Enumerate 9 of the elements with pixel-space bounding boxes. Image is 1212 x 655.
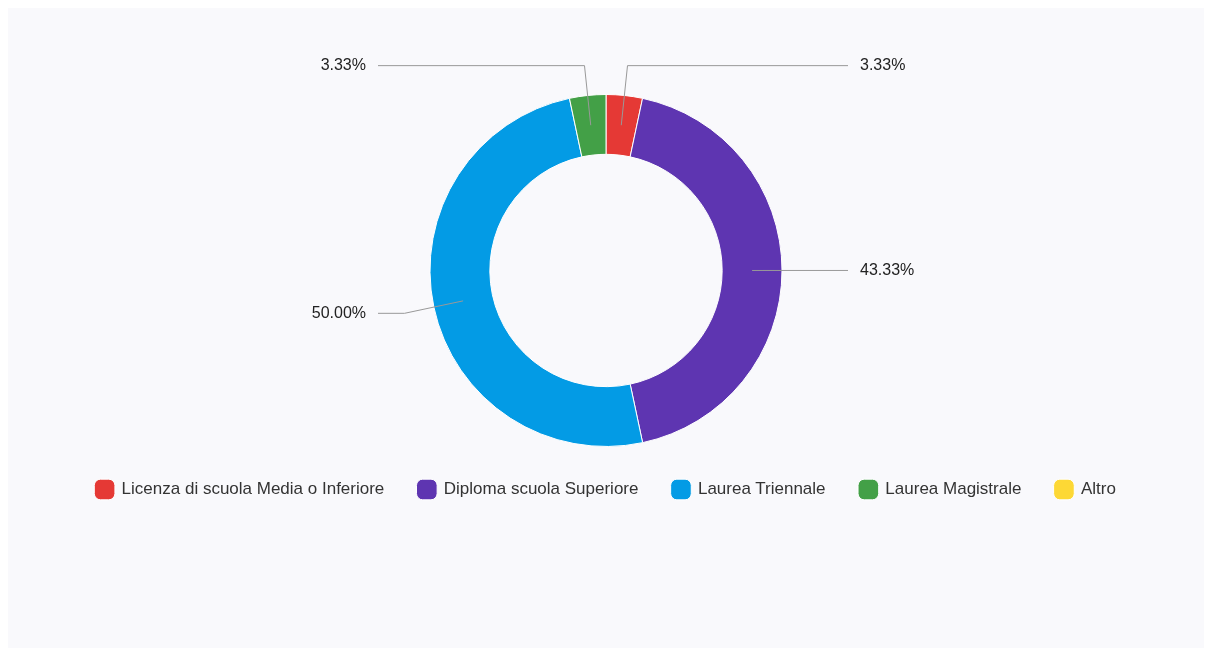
data-label: 3.33% (860, 56, 906, 74)
legend-label: Laurea Triennale (697, 479, 826, 499)
legend-label: Laurea Magistrale (885, 479, 1022, 499)
legend-label: Altro (1080, 479, 1116, 499)
data-label: 50.00% (311, 303, 366, 321)
data-label: 3.33% (320, 56, 366, 74)
legend-label: Diploma scuola Superiore (443, 479, 639, 499)
data-label: 43.33% (860, 260, 915, 278)
legend-label: Licenza di scuola Media o Inferiore (121, 479, 385, 499)
